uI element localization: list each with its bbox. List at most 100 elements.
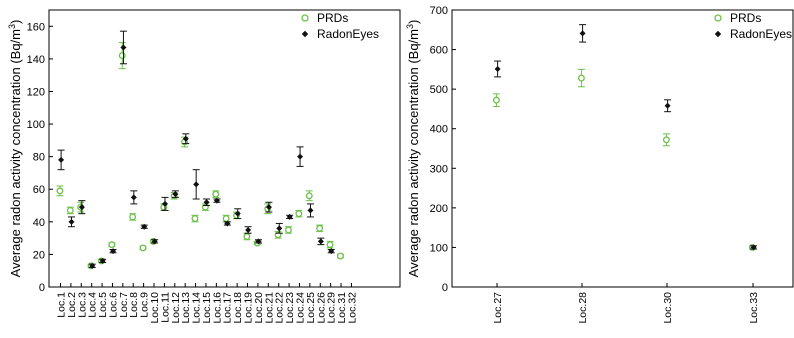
- prd-point: [662, 136, 670, 144]
- y-axis-title: Average radon activity concentration (Bq…: [7, 20, 23, 278]
- x-tick-label: Loc.23: [284, 292, 296, 324]
- y-tick-label: 400: [430, 124, 448, 136]
- x-tick-label: Loc.4: [87, 292, 99, 318]
- prd-point: [336, 252, 344, 260]
- x-tick-label: Loc.27: [492, 292, 504, 324]
- x-tick-label: Loc.8: [128, 292, 140, 318]
- prd-point: [285, 226, 292, 234]
- prd-point: [492, 96, 500, 104]
- radoneyes-point: [89, 262, 96, 269]
- x-tick-label: Loc.15: [201, 292, 213, 324]
- x-tick-label: Loc.31: [336, 292, 348, 324]
- y-axis-title-superscript: 3: [7, 24, 17, 29]
- radoneyes-point: [120, 44, 127, 51]
- radoneyes-point: [750, 244, 757, 251]
- y-axis-title-close: ): [8, 20, 23, 24]
- y-axis-title-close: ): [406, 20, 421, 24]
- radoneyes-point: [224, 220, 231, 227]
- legend-prd-marker: [301, 14, 309, 22]
- prd-point: [56, 187, 64, 195]
- radoneyes-point: [78, 204, 85, 211]
- x-tick-label: Loc.26: [315, 292, 327, 324]
- x-tick-label: Loc.20: [253, 292, 265, 324]
- radoneyes-point: [203, 199, 210, 206]
- x-tick-label: Loc.10: [149, 292, 161, 324]
- legend-label: RadonEyes: [317, 27, 379, 41]
- y-tick-label: 0: [39, 282, 45, 294]
- radoneyes-point: [99, 257, 106, 264]
- x-tick-label: Loc.17: [222, 292, 234, 324]
- radoneyes-point: [297, 153, 304, 160]
- prd-point: [577, 74, 585, 82]
- prd-point: [212, 190, 220, 198]
- x-tick-label: Loc.7: [118, 292, 130, 318]
- x-tick-label: Loc.18: [232, 292, 244, 324]
- radoneyes-point: [307, 207, 314, 214]
- prd-point: [129, 213, 137, 221]
- y-tick-label: 80: [33, 152, 45, 164]
- y-tick-label: 120: [27, 86, 45, 98]
- x-tick-label: Loc.24: [294, 292, 306, 324]
- x-tick-label: Loc.1: [56, 292, 68, 318]
- radoneyes-point: [286, 213, 293, 220]
- legend: PRDs RadonEyes: [714, 11, 792, 41]
- radoneyes-point: [579, 30, 586, 37]
- radoneyes-point: [68, 218, 75, 225]
- x-tick-label: Loc.6: [107, 292, 119, 318]
- y-axis-title-main: Average radon activity concentration (Bq…: [8, 29, 23, 277]
- y-tick-label: 300: [430, 163, 448, 175]
- prd-point: [108, 241, 116, 249]
- radoneyes-point: [265, 204, 272, 211]
- x-tick-label: Loc.13: [180, 292, 192, 324]
- x-tick-label: Loc.16: [211, 292, 223, 324]
- radoneyes-point: [162, 200, 168, 207]
- plot-frame: [451, 9, 794, 288]
- y-tick-label: 140: [27, 54, 45, 66]
- legend-prd-marker: [714, 14, 722, 22]
- prd-point: [222, 215, 230, 223]
- left-chart-panel: 0 20 40 60 80 100 120 140 160 Average radon activ…: [7, 9, 401, 324]
- radoneyes-point: [182, 135, 189, 142]
- x-tick-label: Loc.25: [305, 292, 317, 324]
- x-tick-label: Loc.19: [243, 292, 255, 324]
- legend-radoneyes-marker: [301, 30, 309, 38]
- prd-point: [243, 233, 251, 240]
- radoneyes-point: [151, 238, 158, 245]
- radoneyes-point: [213, 197, 220, 204]
- y-tick-label: 160: [27, 21, 45, 33]
- radoneyes-point: [317, 238, 324, 245]
- radoneyes-point: [130, 194, 137, 201]
- x-tick-label: Loc.22: [274, 292, 286, 324]
- radoneyes-point: [172, 191, 179, 198]
- plot-frame: [48, 9, 401, 288]
- x-tick-label: Loc.21: [263, 292, 275, 324]
- x-tick-label: Loc.5: [97, 292, 109, 318]
- legend-label: PRDs: [317, 11, 348, 25]
- y-tick-label: 100: [430, 242, 448, 254]
- x-tick-label: Loc.2: [66, 292, 78, 318]
- y-tick-label: 20: [33, 249, 45, 261]
- y-axis-title: Average radon activity concentration (Bq…: [405, 20, 421, 278]
- prd-point: [326, 241, 334, 249]
- legend: PRDs RadonEyes: [301, 11, 379, 41]
- y-tick-label: 0: [442, 282, 448, 294]
- radoneyes-point: [110, 248, 117, 255]
- radoneyes-point: [234, 210, 241, 217]
- prd-point: [118, 52, 126, 60]
- y-axis-title-main: Average radon activity concentration (Bq…: [406, 29, 421, 277]
- x-tick-label: Loc.11: [159, 292, 171, 323]
- radoneyes-point: [193, 181, 200, 188]
- prd-point: [316, 224, 324, 232]
- y-tick-label: 500: [430, 84, 448, 96]
- y-tick-label: 100: [27, 119, 45, 131]
- legend-label: RadonEyes: [730, 27, 792, 41]
- x-tick-label: Loc.30: [662, 292, 674, 324]
- x-tick-label: Loc.32: [346, 292, 358, 324]
- x-tick-label: Loc.3: [76, 292, 88, 318]
- right-chart-panel: 0 100 200 300 400 500 600 700 Average radon acti…: [405, 5, 794, 324]
- legend-label: PRDs: [730, 11, 761, 25]
- y-axis-title-superscript: 3: [405, 24, 415, 29]
- x-tick-label: Loc.29: [326, 292, 338, 324]
- radoneyes-point: [494, 65, 501, 72]
